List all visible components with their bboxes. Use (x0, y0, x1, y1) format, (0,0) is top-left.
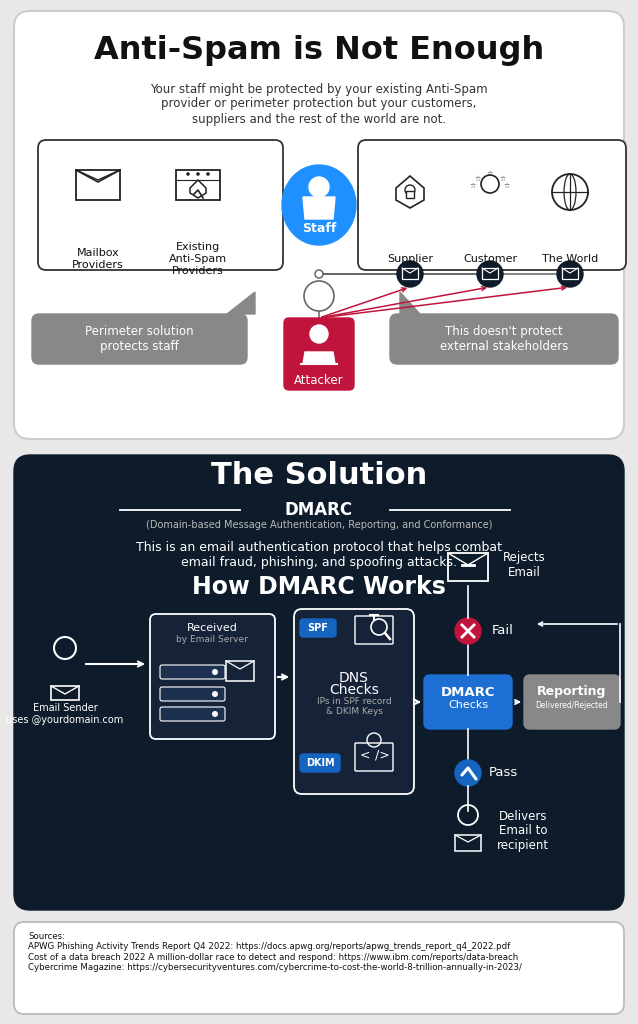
FancyBboxPatch shape (424, 675, 512, 729)
FancyBboxPatch shape (14, 11, 624, 439)
Text: How DMARC Works: How DMARC Works (192, 575, 446, 599)
Circle shape (212, 711, 218, 717)
Text: Existing
Anti-Spam
Providers: Existing Anti-Spam Providers (169, 243, 227, 275)
FancyBboxPatch shape (300, 754, 340, 772)
FancyBboxPatch shape (406, 191, 414, 198)
Text: Fail: Fail (492, 625, 514, 638)
Polygon shape (396, 176, 424, 208)
Text: This is an email authentication protocol that helps combat
email fraud, phishing: This is an email authentication protocol… (136, 541, 502, 569)
Text: Checks: Checks (448, 700, 488, 710)
FancyBboxPatch shape (38, 140, 283, 270)
Circle shape (206, 172, 210, 176)
Circle shape (197, 172, 200, 176)
Text: ☆: ☆ (474, 176, 480, 182)
Text: Received: Received (186, 623, 237, 633)
FancyBboxPatch shape (14, 455, 624, 910)
Text: Staff: Staff (302, 222, 336, 236)
Text: DMARC: DMARC (285, 501, 353, 519)
Circle shape (405, 185, 415, 195)
Text: SPF: SPF (308, 623, 329, 633)
Text: (Domain-based Message Authentication, Reporting, and Conformance): (Domain-based Message Authentication, Re… (145, 520, 493, 530)
FancyBboxPatch shape (524, 675, 620, 729)
Text: Pass: Pass (488, 767, 517, 779)
FancyBboxPatch shape (402, 268, 418, 279)
FancyBboxPatch shape (160, 665, 225, 679)
Text: DMARC: DMARC (441, 685, 495, 698)
Circle shape (405, 269, 415, 279)
Text: & DKIM Keys: & DKIM Keys (325, 708, 383, 717)
FancyBboxPatch shape (300, 618, 336, 637)
FancyBboxPatch shape (32, 314, 247, 364)
FancyBboxPatch shape (482, 268, 498, 279)
Circle shape (481, 175, 499, 193)
Circle shape (315, 270, 323, 278)
Circle shape (186, 172, 189, 176)
Text: Attacker: Attacker (294, 374, 344, 386)
Text: Reporting: Reporting (537, 685, 607, 698)
Ellipse shape (282, 165, 356, 245)
Text: IPs in SPF record: IPs in SPF record (316, 697, 391, 707)
FancyBboxPatch shape (358, 140, 626, 270)
Text: ☆: ☆ (487, 171, 493, 177)
Text: Mailbox
Providers: Mailbox Providers (72, 248, 124, 269)
Text: <: < (360, 749, 371, 762)
Polygon shape (400, 292, 420, 314)
Ellipse shape (397, 261, 423, 287)
Polygon shape (227, 292, 255, 314)
Text: Anti-Spam is Not Enough: Anti-Spam is Not Enough (94, 35, 544, 66)
Polygon shape (190, 180, 206, 198)
Text: Checks: Checks (329, 683, 379, 697)
FancyBboxPatch shape (390, 314, 618, 364)
Text: Sources:
APWG Phishing Activity Trends Report Q4 2022: https://docs.apwg.org/rep: Sources: APWG Phishing Activity Trends R… (28, 932, 522, 972)
Text: ☆: ☆ (470, 183, 476, 188)
FancyBboxPatch shape (355, 743, 393, 771)
Text: ☆: ☆ (500, 176, 506, 182)
FancyBboxPatch shape (150, 614, 275, 739)
Circle shape (212, 691, 218, 697)
Text: by Email Server: by Email Server (176, 636, 248, 644)
Text: Email Sender
uses @yourdomain.com: Email Sender uses @yourdomain.com (6, 703, 124, 725)
FancyBboxPatch shape (160, 687, 225, 701)
Text: ☆: ☆ (504, 183, 510, 188)
Text: Supplier: Supplier (387, 254, 433, 264)
Text: Rejects
Email: Rejects Email (503, 551, 545, 579)
Text: This doesn't protect
external stakeholders: This doesn't protect external stakeholde… (440, 325, 568, 353)
Text: Your staff might be protected by your existing Anti-Spam
provider or perimeter p: Your staff might be protected by your ex… (150, 83, 488, 126)
FancyBboxPatch shape (14, 922, 624, 1014)
Circle shape (304, 281, 334, 311)
Circle shape (485, 269, 495, 279)
Polygon shape (303, 352, 335, 364)
Circle shape (455, 618, 481, 644)
Polygon shape (303, 197, 335, 219)
Circle shape (455, 760, 481, 786)
Text: DNS: DNS (339, 671, 369, 685)
Text: The World: The World (542, 254, 598, 264)
Text: Delivered/Rejected: Delivered/Rejected (536, 700, 608, 710)
Ellipse shape (557, 261, 583, 287)
FancyBboxPatch shape (176, 170, 220, 200)
FancyBboxPatch shape (160, 707, 225, 721)
FancyBboxPatch shape (355, 616, 393, 644)
FancyBboxPatch shape (76, 170, 120, 200)
FancyBboxPatch shape (226, 662, 254, 681)
Circle shape (309, 177, 329, 197)
FancyBboxPatch shape (562, 268, 578, 279)
Ellipse shape (477, 261, 503, 287)
Text: />: /> (375, 749, 390, 762)
Text: Delivers
Email to
recipient: Delivers Email to recipient (497, 810, 549, 853)
Circle shape (552, 174, 588, 210)
FancyBboxPatch shape (294, 609, 414, 794)
Text: Customer: Customer (463, 254, 517, 264)
Circle shape (310, 325, 328, 343)
Text: Perimeter solution
protects staff: Perimeter solution protects staff (85, 325, 193, 353)
Circle shape (212, 669, 218, 675)
Text: DKIM: DKIM (306, 758, 334, 768)
FancyBboxPatch shape (284, 318, 354, 390)
Text: The Solution: The Solution (211, 462, 427, 490)
Circle shape (565, 269, 575, 279)
